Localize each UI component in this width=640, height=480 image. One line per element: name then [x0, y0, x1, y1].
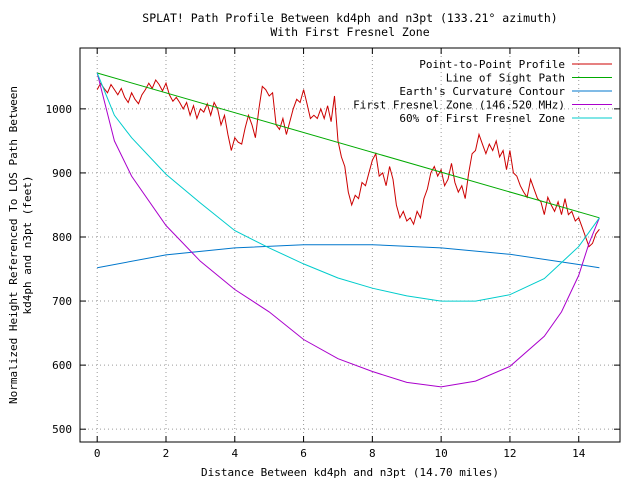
x-tick-label: 10	[435, 447, 448, 460]
x-tick-label: 0	[94, 447, 101, 460]
x-tick-label: 14	[572, 447, 586, 460]
legend-label: First Fresnel Zone (146.520 MHz)	[353, 99, 565, 112]
y-tick-label: 500	[52, 423, 72, 436]
series-line-earth-s-curvature-contour	[97, 244, 600, 269]
y-tick-label: 800	[52, 231, 72, 244]
legend-label: Earth's Curvature Contour	[399, 85, 565, 98]
x-tick-label: 8	[369, 447, 376, 460]
series-line-point-to-point-profile	[96, 79, 600, 248]
x-tick-label: 6	[300, 447, 307, 460]
legend-label: 60% of First Fresnel Zone	[399, 112, 565, 125]
chart-title-line1: SPLAT! Path Profile Between kd4ph and n3…	[142, 11, 557, 25]
x-tick-label: 12	[503, 447, 516, 460]
axis-ticks: 0 2 4 6 8 10 12 14 500 600 700 800 900 1000	[46, 48, 620, 460]
series-line-60-of-first-fresnel-zone	[96, 72, 600, 302]
series-layer	[96, 72, 600, 388]
legend-label: Line of Sight Path	[446, 72, 565, 85]
x-tick-label: 4	[231, 447, 238, 460]
y-tick-label: 600	[52, 359, 72, 372]
plot-border	[79, 47, 621, 443]
chart-title-line2: With First Fresnel Zone	[270, 25, 429, 39]
y-tick-label: 700	[52, 295, 72, 308]
y-axis-label-line2: kd4ph and n3pt (feet)	[21, 175, 34, 314]
x-axis-label: Distance Between kd4ph and n3pt (14.70 m…	[201, 466, 499, 479]
series-line-first-fresnel-zone-146-520-mhz	[96, 72, 600, 388]
series-line-line-of-sight-path	[97, 72, 600, 219]
y-axis-label-line1: Normalized Height Referenced To LOS Path…	[7, 86, 20, 404]
y-tick-label: 1000	[46, 103, 73, 116]
legend-label: Point-to-Point Profile	[419, 58, 565, 71]
x-tick-label: 2	[163, 447, 170, 460]
y-tick-label: 900	[52, 167, 72, 180]
